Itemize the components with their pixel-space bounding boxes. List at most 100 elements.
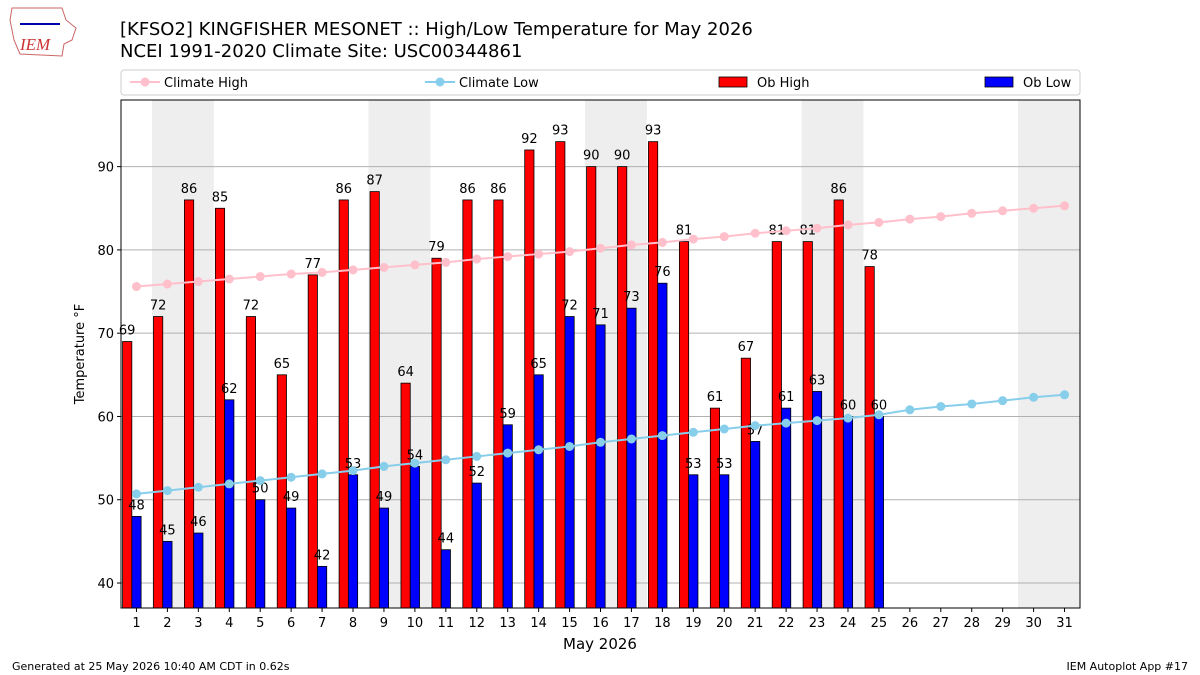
data-label: 49 [283, 490, 300, 505]
data-label: 86 [335, 182, 352, 197]
marker [379, 262, 389, 272]
bar [347, 474, 359, 609]
marker [812, 416, 822, 426]
marker [657, 431, 667, 441]
plot-frame [120, 99, 1081, 609]
x-tick-label: 19 [685, 616, 702, 631]
bar [842, 416, 854, 609]
y-axis-label: Temperature °F [73, 304, 88, 405]
x-tick-label: 14 [530, 616, 547, 631]
bar [255, 499, 266, 609]
marker [998, 396, 1008, 406]
weekend-shade [1018, 100, 1050, 608]
marker [967, 208, 977, 218]
bar [688, 474, 699, 609]
marker [472, 451, 482, 461]
marker [781, 418, 791, 428]
weekend-shade [1049, 100, 1080, 608]
data-label: 79 [428, 240, 445, 255]
bar [626, 307, 637, 609]
bar [740, 357, 751, 609]
x-tick-label: 17 [623, 616, 640, 631]
bar [493, 199, 504, 609]
logo: IEM [9, 7, 77, 57]
bar [657, 282, 668, 609]
bar [781, 407, 792, 609]
data-label: 50 [252, 482, 269, 497]
x-tick-label: 11 [438, 616, 455, 631]
x-tick-label: 15 [561, 616, 578, 631]
x-tick-label: 2 [163, 616, 171, 631]
marker [626, 434, 636, 444]
data-label: 67 [738, 340, 755, 355]
bar [369, 191, 380, 609]
bar [193, 532, 204, 609]
marker [719, 424, 729, 434]
marker [565, 441, 575, 451]
marker [131, 282, 141, 292]
bar [338, 199, 349, 609]
bar [709, 407, 721, 609]
marker [286, 472, 296, 482]
x-tick-label: 1 [132, 616, 140, 631]
bar [802, 241, 813, 609]
footer-left: Generated at 25 May 2026 10:40 AM CDT in… [12, 660, 290, 673]
marker [441, 257, 451, 267]
x-tick-label: 9 [380, 616, 388, 631]
x-tick-label: 4 [225, 616, 233, 631]
marker [441, 455, 451, 465]
data-label: 86 [459, 182, 476, 197]
bar [719, 474, 730, 609]
marker [317, 469, 327, 479]
x-tick-label: 27 [933, 616, 950, 631]
bar [564, 316, 575, 609]
marker [719, 232, 729, 242]
data-label: 63 [809, 373, 826, 388]
bar [214, 207, 226, 609]
marker [874, 410, 884, 420]
data-label: 46 [190, 515, 207, 530]
x-tick-label: 29 [994, 616, 1011, 631]
x-tick-label: 10 [407, 616, 424, 631]
bar [286, 507, 297, 609]
marker [503, 252, 513, 262]
marker [317, 267, 327, 277]
bar [409, 466, 420, 609]
marker [781, 226, 791, 236]
data-label: 54 [407, 448, 424, 463]
y-tick-label: 60 [97, 410, 114, 425]
data-label: 65 [274, 357, 291, 372]
data-label: 60 [840, 398, 857, 413]
x-tick-label: 6 [287, 616, 295, 631]
marker [596, 243, 605, 253]
marker [843, 220, 853, 230]
bar [431, 257, 442, 609]
chart-title: [KFSO2] KINGFISHER MESONET :: High/Low T… [120, 19, 753, 40]
data-label: 77 [305, 257, 322, 272]
marker [1060, 390, 1070, 400]
data-label: 53 [716, 457, 733, 472]
data-label: 61 [707, 390, 724, 405]
marker [688, 234, 698, 244]
data-label: 53 [345, 457, 362, 472]
legend-label: Climate High [164, 76, 248, 91]
marker [131, 489, 141, 499]
marker [1029, 392, 1039, 402]
bar [873, 416, 884, 609]
legend-marker [435, 77, 445, 87]
data-label: 60 [871, 398, 888, 413]
x-tick-label: 7 [318, 616, 326, 631]
bar [471, 482, 482, 609]
marker [657, 237, 667, 247]
data-label: 48 [128, 498, 145, 513]
bar [245, 316, 256, 609]
bar [524, 149, 535, 609]
marker [1029, 203, 1039, 213]
data-label: 86 [830, 182, 847, 197]
data-label: 78 [861, 249, 878, 264]
marker [843, 413, 853, 423]
marker [379, 461, 389, 471]
data-label: 72 [561, 299, 578, 314]
data-label: 65 [530, 357, 547, 372]
